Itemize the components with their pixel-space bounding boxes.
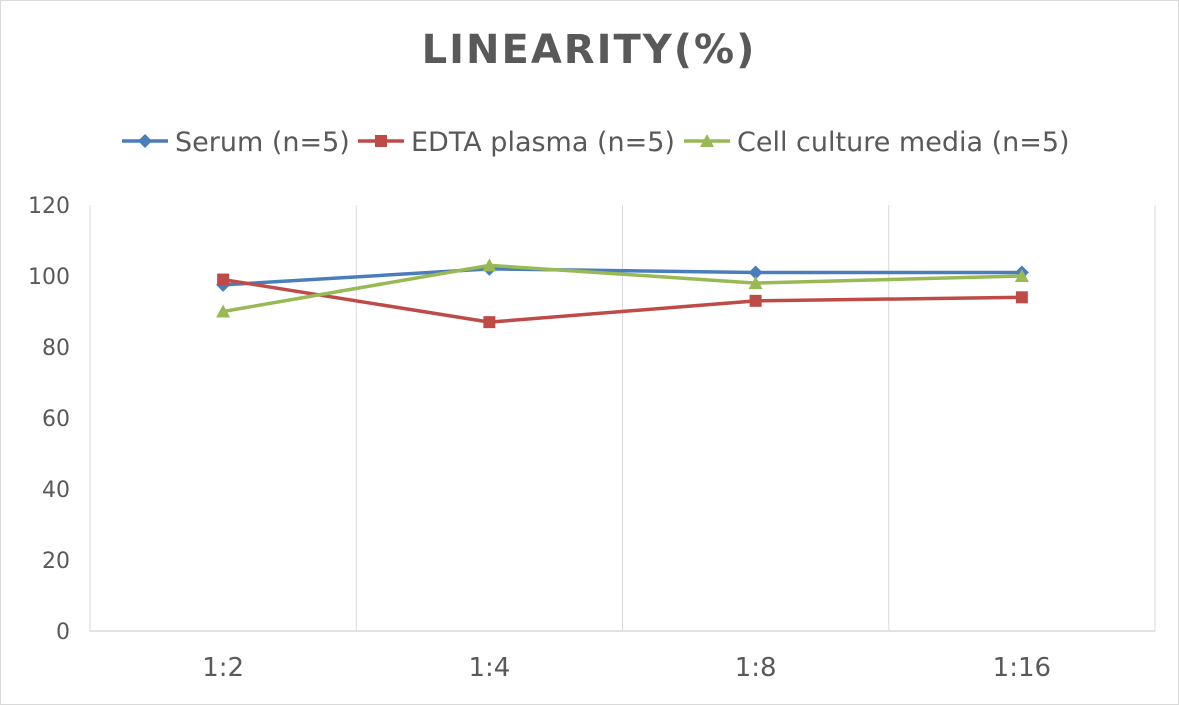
series-line (222, 277, 1022, 324)
data-point (748, 276, 763, 290)
y-tick-label: 120 (28, 194, 70, 219)
series-2 (216, 258, 1029, 318)
y-tick-label: 80 (42, 336, 70, 361)
y-tick-label: 0 (56, 620, 70, 645)
data-point (749, 294, 762, 307)
y-tick-label: 40 (42, 478, 70, 503)
x-tick-label: 1:8 (735, 653, 777, 683)
legend-label: EDTA plasma (n=5) (411, 127, 675, 158)
series-line (223, 267, 1022, 287)
x-tick-label: 1:4 (468, 653, 510, 683)
chart-title: LINEARITY(%) (422, 27, 757, 73)
data-point (217, 273, 230, 286)
legend-marker (375, 135, 387, 147)
legend-item: Serum (n=5) (122, 127, 350, 158)
legend-marker (138, 134, 152, 148)
data-point (482, 258, 497, 272)
y-tick-label: 20 (42, 549, 70, 574)
x-axis-ticks: 1:2 1:4 1:8 1:16 (202, 653, 1051, 683)
y-tick-label: 60 (42, 407, 70, 432)
x-tick-label: 1:16 (993, 653, 1051, 683)
legend: Serum (n=5) EDTA plasma (n=5) Cell culture… (122, 127, 1070, 158)
series-line (222, 263, 1022, 314)
data-point (1015, 291, 1028, 304)
legend-marker (700, 134, 714, 147)
legend-item: EDTA plasma (n=5) (358, 127, 675, 158)
data-point (483, 316, 496, 329)
data-point (748, 265, 763, 280)
gridlines (89, 205, 1156, 632)
legend-label: Serum (n=5) (175, 127, 350, 158)
data-point (216, 304, 231, 318)
y-tick-label: 100 (28, 265, 70, 290)
y-axis-ticks: 0 20 40 60 80 100 120 (28, 194, 70, 645)
legend-item: Cell culture media (n=5) (684, 127, 1070, 158)
x-tick-label: 1:2 (202, 653, 244, 683)
series-group (216, 258, 1029, 329)
legend-label: Cell culture media (n=5) (737, 127, 1070, 158)
series-1 (217, 273, 1028, 329)
data-point (1014, 269, 1029, 282)
